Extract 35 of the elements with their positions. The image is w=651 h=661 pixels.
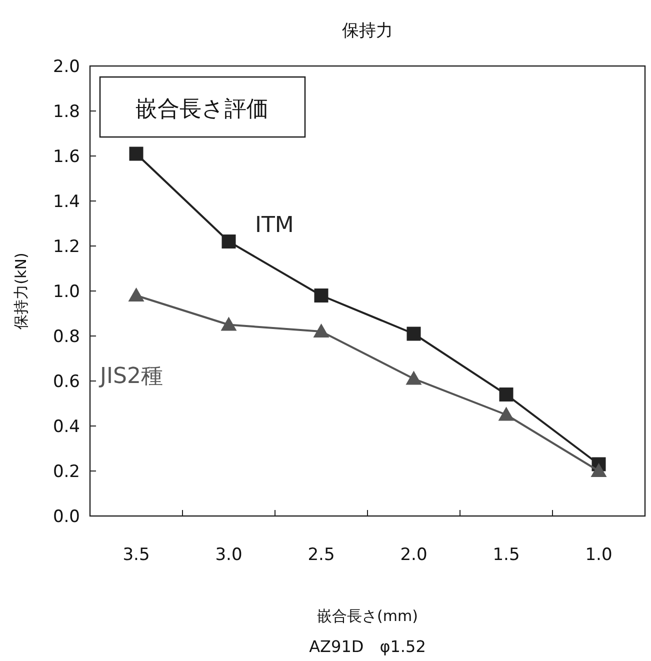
y-tick-label: 1.2 — [52, 237, 80, 257]
point — [406, 370, 422, 385]
y-tick-label: 0.4 — [52, 417, 80, 437]
point — [498, 406, 514, 421]
x-tick-label: 1.5 — [492, 545, 520, 565]
y-tick-label: 0.0 — [52, 507, 80, 527]
point — [222, 234, 236, 248]
chart-title: 保持力 — [342, 21, 393, 41]
text: JIS2種 — [98, 364, 163, 389]
y-tick-label: 1.6 — [52, 147, 80, 167]
y-tick-label: 0.2 — [52, 462, 80, 482]
y-tick-label: 1.8 — [52, 102, 80, 122]
x-tick-label: 2.0 — [400, 545, 428, 565]
point — [220, 316, 237, 331]
point — [499, 388, 514, 402]
point — [590, 463, 607, 477]
y-tick-label: 2.0 — [52, 57, 80, 77]
text: AZ91D φ1.52 — [309, 637, 426, 656]
y-tick-label: 1.0 — [52, 282, 80, 302]
x-tick-label: 3.0 — [215, 545, 242, 565]
annotation: 嵌合長さ評価 — [136, 97, 268, 122]
y-tick-label: 1.4 — [52, 192, 80, 212]
x-tick-label: 3.5 — [122, 545, 150, 565]
y-axis-title: 保持力(kN) — [12, 252, 30, 330]
point — [406, 326, 421, 341]
point — [128, 288, 144, 302]
point — [313, 324, 330, 338]
x-tick-label: 1.0 — [585, 545, 612, 565]
x-tick-label: 2.5 — [308, 545, 335, 565]
y-tick-label: 0.8 — [52, 327, 80, 347]
x-axis-title: 嵌合長さ(mm) — [317, 607, 418, 625]
series-label: ITM — [255, 213, 294, 238]
point — [314, 288, 328, 302]
point — [129, 146, 144, 161]
y-tick-label: 0.6 — [52, 372, 80, 392]
